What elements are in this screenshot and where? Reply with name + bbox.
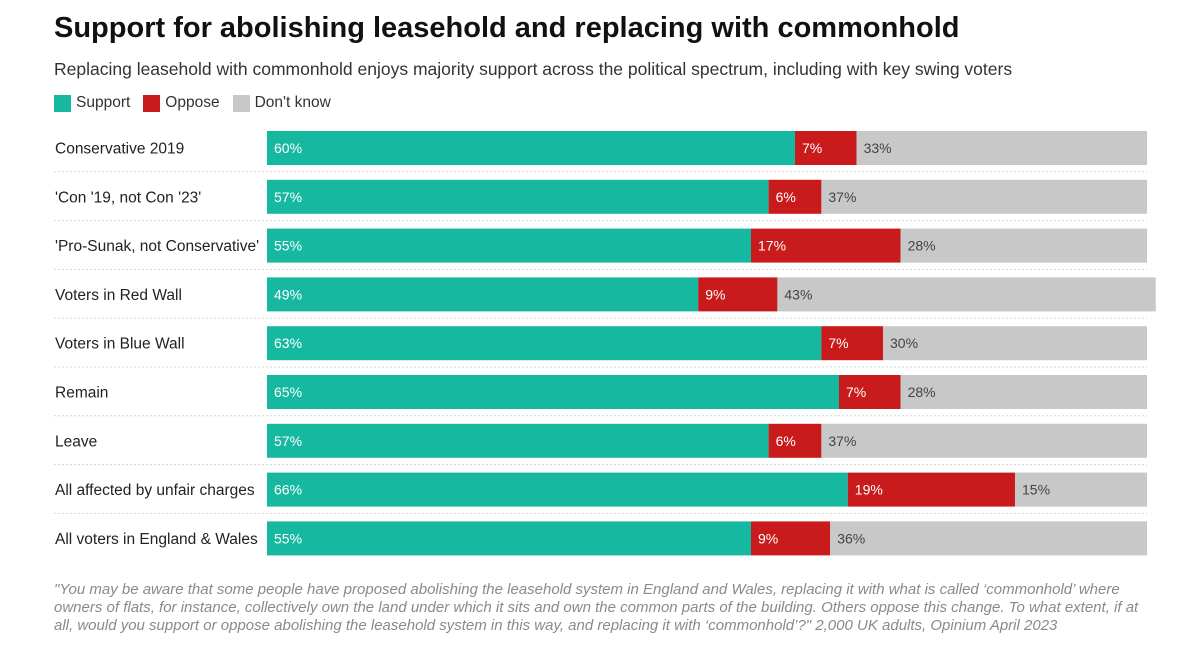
bar-segment-support	[267, 472, 848, 507]
legend-item-dont-know: Don't know	[232, 94, 331, 112]
legend-item-support: Support	[54, 94, 130, 112]
legend-label-support: Support	[76, 94, 131, 111]
data-label-support: 57%	[274, 189, 302, 205]
category-label: 'Con '19, not Con '23'	[55, 189, 201, 206]
data-label-dont-know: 30%	[890, 335, 918, 351]
data-label-support: 63%	[274, 335, 302, 351]
bar-segment-dont-know	[821, 423, 1147, 458]
bar-segment-dont-know	[777, 277, 1156, 312]
bar-segment-dont-know	[830, 521, 1147, 556]
data-label-oppose: 19%	[855, 482, 883, 498]
data-label-dont-know: 37%	[828, 433, 856, 449]
bar-segment-dont-know	[900, 228, 1147, 263]
data-label-dont-know: 28%	[908, 238, 936, 254]
bar-segment-support	[267, 131, 795, 165]
data-label-oppose: 7%	[846, 384, 866, 400]
bar-segment-oppose	[698, 277, 778, 312]
bar-segment-oppose	[839, 375, 901, 409]
data-label-oppose: 7%	[828, 335, 848, 351]
legend-label-dont-know: Don't know	[254, 94, 331, 111]
data-label-oppose: 17%	[758, 238, 786, 254]
bar-segment-support	[267, 277, 699, 312]
data-label-dont-know: 36%	[837, 530, 865, 546]
legend-swatch-oppose	[143, 94, 161, 112]
data-label-oppose: 6%	[776, 433, 796, 449]
category-label: Leave	[55, 433, 97, 450]
data-label-support: 66%	[274, 482, 302, 498]
chart-subtitle: Replacing leasehold with commonhold enjo…	[54, 59, 1013, 79]
bar-segment-support	[267, 423, 769, 458]
legend: Support Oppose Don't know	[54, 94, 344, 112]
data-label-support: 49%	[274, 286, 302, 302]
bar-segment-oppose	[751, 228, 901, 263]
bar-segment-oppose	[768, 423, 822, 458]
bar-segment-support	[267, 179, 769, 214]
data-label-oppose: 7%	[802, 140, 822, 156]
bar-segment-oppose	[795, 131, 857, 165]
category-label: Conservative 2019	[55, 141, 184, 158]
data-label-support: 60%	[274, 140, 302, 156]
legend-swatch-dont-know	[232, 94, 250, 112]
bar-segment-support	[267, 375, 839, 409]
bar-segment-dont-know	[900, 375, 1147, 409]
legend-label-oppose: Oppose	[165, 94, 220, 111]
bar-segment-oppose	[768, 179, 822, 214]
bar-segment-dont-know	[821, 179, 1147, 214]
category-label: Remain	[55, 385, 108, 402]
data-label-oppose: 6%	[776, 189, 796, 205]
category-label: Voters in Red Wall	[55, 287, 182, 304]
bar-segment-oppose	[847, 472, 1015, 507]
bar-segment-dont-know	[856, 131, 1147, 165]
data-label-support: 65%	[274, 384, 302, 400]
bar-segment-support	[267, 521, 751, 556]
data-label-support: 55%	[274, 238, 302, 254]
data-label-dont-know: 15%	[1022, 482, 1050, 498]
category-label: 'Pro-Sunak, not Conservative'	[55, 238, 259, 255]
data-label-support: 57%	[274, 433, 302, 449]
data-label-oppose: 9%	[758, 530, 778, 546]
legend-swatch-support	[54, 94, 71, 112]
category-label: All affected by unfair charges	[55, 482, 255, 499]
survey-footnote: "You may be aware that some people have …	[54, 581, 1139, 634]
category-label: Voters in Blue Wall	[55, 336, 185, 353]
bar-segment-support	[267, 326, 822, 361]
data-label-oppose: 9%	[705, 286, 725, 302]
chart-title: Support for abolishing leasehold and rep…	[54, 12, 960, 44]
data-label-dont-know: 43%	[784, 286, 812, 302]
data-label-dont-know: 33%	[864, 140, 892, 156]
data-label-support: 55%	[274, 530, 302, 546]
data-label-dont-know: 28%	[908, 384, 936, 400]
bar-segment-dont-know	[1015, 472, 1147, 507]
bar-segment-support	[267, 228, 751, 263]
stacked-bar-chart: Conservative 2019 60% 7% 33% 'Con '19, not C…	[54, 131, 1156, 556]
bar-segment-dont-know	[883, 326, 1147, 361]
bar-segment-oppose	[821, 326, 883, 361]
category-label: All voters in England & Wales	[55, 531, 258, 548]
data-label-dont-know: 37%	[828, 189, 856, 205]
bar-segment-oppose	[751, 521, 831, 556]
legend-item-oppose: Oppose	[143, 94, 220, 112]
